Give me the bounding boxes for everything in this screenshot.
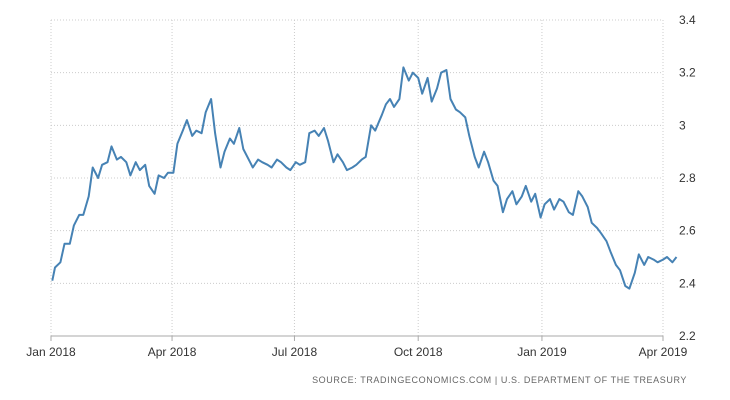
y-tick-label: 2.6 [679, 224, 696, 238]
x-tick-label: Apr 2019 [639, 345, 688, 359]
x-tick-label: Oct 2018 [394, 345, 443, 359]
y-tick-label: 3.2 [679, 66, 696, 80]
y-tick-label: 2.8 [679, 171, 696, 185]
x-tick-label: Jan 2018 [26, 345, 76, 359]
y-tick-label: 2.4 [679, 276, 696, 290]
x-tick-label: Jan 2019 [517, 345, 567, 359]
x-tick-label: Jul 2018 [272, 345, 318, 359]
x-axis-ticks [50, 336, 664, 341]
x-tick-label: Apr 2018 [148, 345, 197, 359]
y-tick-label: 3.4 [679, 13, 696, 27]
source-credit: SOURCE: TRADINGECONOMICS.COM | U.S. DEPA… [312, 375, 687, 385]
y-tick-label: 3 [679, 118, 686, 132]
horizontal-gridlines [51, 19, 663, 337]
x-axis-labels: Jan 2018 Apr 2018 Jul 2018 Oct 2018 Jan 2019… [26, 345, 687, 359]
y-tick-label: 2.2 [679, 329, 696, 343]
yield-series-line [51, 66, 678, 290]
y-axis-labels: 2.2 2.4 2.6 2.8 3 3.2 3.4 [679, 13, 696, 343]
